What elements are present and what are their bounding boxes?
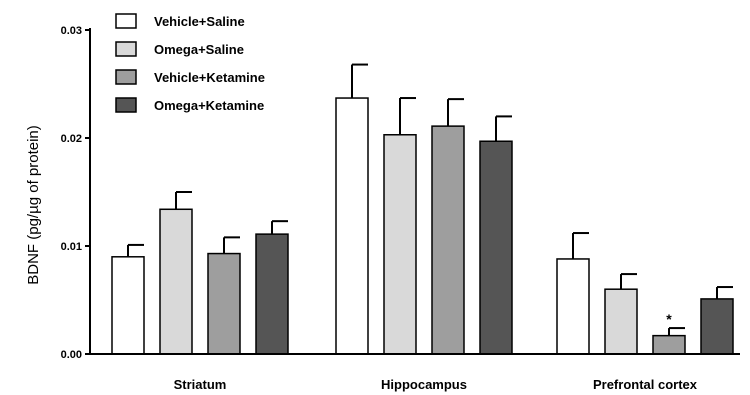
bar	[431, 125, 465, 355]
legend-label: Vehicle+Ketamine	[154, 70, 265, 85]
legend-swatch	[115, 41, 137, 57]
legend-label: Vehicle+Saline	[154, 14, 245, 29]
x-category-label: Hippocampus	[381, 377, 467, 392]
bar	[604, 288, 638, 355]
legend-label: Omega+Ketamine	[154, 98, 264, 113]
legend-swatch	[115, 69, 137, 85]
legend-label: Omega+Saline	[154, 42, 244, 57]
bar	[556, 258, 590, 355]
bar	[700, 298, 734, 355]
bar	[111, 256, 145, 355]
legend-swatch	[115, 97, 137, 113]
bar	[652, 334, 686, 355]
bar	[159, 208, 193, 355]
axes-layer: 0.00 0.01 0.02 0.03 Striatum Hippocampus Prefr…	[61, 25, 740, 392]
bar	[335, 97, 369, 355]
bars-layer: *	[111, 63, 734, 355]
legend-swatch	[115, 13, 137, 29]
bar	[255, 233, 289, 355]
x-category-label: Striatum	[174, 377, 227, 392]
bar	[207, 252, 241, 355]
y-axis-title: BDNF (pg/µg of protein)	[25, 125, 42, 285]
y-tick-label: 0.02	[61, 133, 82, 145]
y-tick-label: 0.01	[61, 241, 82, 253]
x-category-label: Prefrontal cortex	[593, 377, 698, 392]
bar	[479, 140, 513, 355]
bar	[383, 134, 417, 355]
y-tick-label: 0.00	[61, 349, 82, 361]
significance-marker: *	[666, 311, 672, 327]
legend: Vehicle+Saline Omega+Saline Vehicle+Ketami…	[115, 13, 265, 113]
y-tick-label: 0.03	[61, 25, 82, 37]
